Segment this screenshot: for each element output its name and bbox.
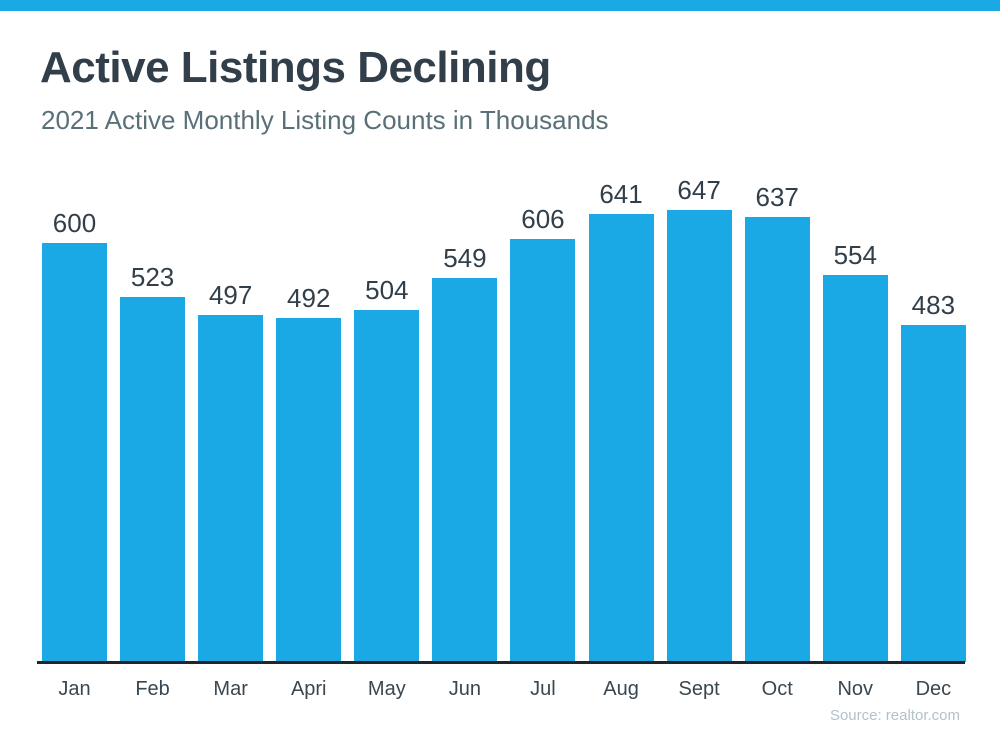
x-axis-label: Aug bbox=[603, 678, 639, 700]
bar-column: 554 bbox=[822, 240, 888, 662]
source-text: Source: realtor.com bbox=[829, 707, 960, 724]
bar-column: 483 bbox=[900, 290, 966, 662]
page-title: Active Listings Declining bbox=[40, 43, 551, 92]
bar-value-label: 600 bbox=[52, 208, 97, 238]
bar bbox=[432, 278, 498, 662]
bar bbox=[42, 243, 107, 662]
bar-column: 549 bbox=[432, 243, 498, 662]
bar bbox=[900, 325, 966, 662]
bar-column: 647 bbox=[666, 175, 732, 662]
x-axis-label: Mar bbox=[213, 678, 248, 700]
bar-column: 492 bbox=[276, 283, 342, 662]
bar bbox=[666, 210, 732, 662]
x-axis-label: Jan bbox=[58, 678, 91, 700]
x-axis-label: Nov bbox=[837, 678, 874, 700]
bars-row: 600 523 497 492 504 549 606 641 647 637 554 483 bbox=[42, 177, 966, 662]
x-axis-label: Jun bbox=[448, 678, 482, 700]
x-axis-labels: Jan Feb Mar Apri May Jun Jul Aug Sept Oct Nov Dec bbox=[42, 678, 966, 701]
bar-value-label: 504 bbox=[365, 275, 409, 305]
x-axis-label: May bbox=[367, 678, 406, 700]
bar bbox=[588, 214, 654, 662]
bar bbox=[744, 217, 810, 662]
bar-column: 600 bbox=[42, 210, 107, 662]
bar-column: 637 bbox=[744, 182, 810, 662]
bar-value-label: 637 bbox=[755, 182, 799, 212]
x-axis-label: Dec bbox=[915, 678, 952, 700]
bar bbox=[354, 310, 420, 662]
page-subtitle: 2021 Active Monthly Listing Counts in Th… bbox=[41, 105, 609, 135]
x-axis-label: Sept bbox=[678, 678, 720, 700]
x-axis-line bbox=[37, 661, 965, 664]
accent-bar bbox=[0, 0, 1000, 11]
bar-value-label: 483 bbox=[911, 290, 956, 320]
x-axis-label: Oct bbox=[761, 678, 793, 700]
bar-value-label: 497 bbox=[208, 280, 253, 310]
bar bbox=[198, 315, 264, 662]
bar bbox=[120, 297, 186, 662]
bar-value-label: 641 bbox=[599, 179, 643, 209]
bar-column: 606 bbox=[510, 204, 576, 662]
bar bbox=[822, 275, 888, 662]
bar-value-label: 606 bbox=[521, 204, 565, 234]
bar-value-label: 523 bbox=[130, 262, 175, 292]
x-axis-label: Apri bbox=[290, 678, 327, 700]
bar-value-label: 647 bbox=[677, 175, 721, 205]
x-axis-label: Jul bbox=[530, 678, 556, 700]
x-axis-label: Feb bbox=[135, 678, 170, 700]
bar-column: 523 bbox=[120, 262, 186, 662]
bar-value-label: 492 bbox=[287, 283, 331, 313]
bar-value-label: 554 bbox=[833, 240, 877, 270]
bar-column: 641 bbox=[588, 179, 654, 662]
bar-value-label: 549 bbox=[443, 243, 487, 273]
bar bbox=[510, 239, 576, 662]
bar-column: 504 bbox=[354, 275, 420, 662]
bar bbox=[276, 318, 342, 662]
bar-column: 497 bbox=[198, 280, 264, 662]
